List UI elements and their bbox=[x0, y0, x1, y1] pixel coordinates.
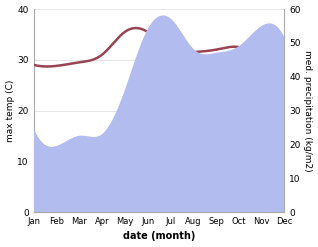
X-axis label: date (month): date (month) bbox=[123, 231, 195, 242]
Y-axis label: med. precipitation (kg/m2): med. precipitation (kg/m2) bbox=[303, 50, 313, 171]
Y-axis label: max temp (C): max temp (C) bbox=[5, 79, 15, 142]
